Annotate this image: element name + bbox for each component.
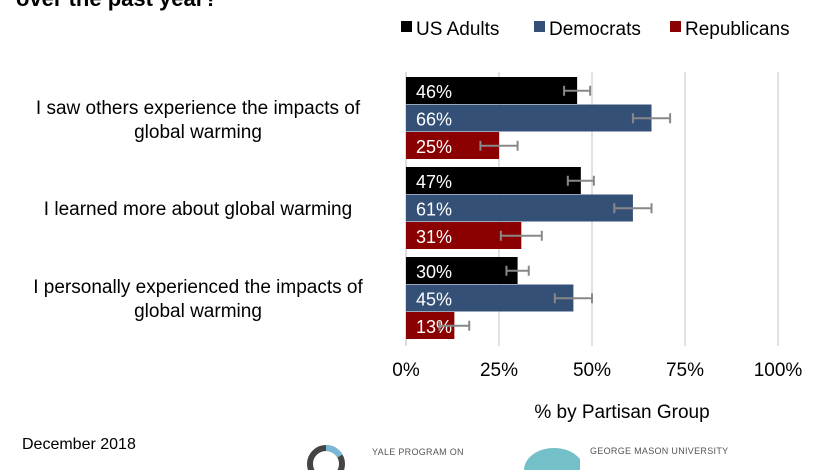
x-axis-title: % by Partisan Group [534, 402, 709, 423]
yale-logo-text: YALE PROGRAM ON [372, 447, 464, 457]
bar-democrats [406, 104, 652, 132]
data-label: 46% [416, 82, 452, 102]
data-label: 61% [416, 199, 452, 219]
yale-logo [307, 444, 345, 470]
legend-label: US Adults [416, 19, 499, 40]
data-label: 25% [416, 137, 452, 157]
data-label: 31% [416, 227, 452, 247]
gmu-logo-text: GEORGE MASON UNIVERSITY [590, 446, 729, 456]
footer-date: December 2018 [22, 436, 136, 453]
legend-swatch [401, 21, 412, 32]
data-label: 30% [416, 262, 452, 282]
x-tick-label: 50% [573, 360, 611, 381]
category-label: I personally experienced the impacts of … [33, 277, 363, 322]
legend-label: Republicans [685, 19, 790, 40]
x-tick-label: 0% [392, 360, 420, 381]
x-tick-label: 25% [480, 360, 518, 381]
chart-title: over the past year? [16, 0, 218, 12]
gmu-logo [524, 448, 580, 470]
legend-swatch [670, 21, 681, 32]
data-label: 66% [416, 109, 452, 129]
bar-us-adults [406, 167, 581, 194]
bar-democrats [406, 284, 574, 312]
category-label: I learned more about global warming [43, 199, 353, 220]
bar-us-adults [406, 77, 578, 104]
category-label: I saw others experience the impacts of g… [35, 98, 361, 143]
legend-swatch [534, 21, 545, 32]
bar-us-adults [406, 257, 518, 284]
x-tick-label: 75% [666, 360, 704, 381]
legend-label: Democrats [549, 19, 641, 40]
data-label: 45% [416, 289, 452, 309]
data-label: 13% [416, 317, 452, 337]
bar-democrats [406, 194, 633, 222]
data-label: 47% [416, 172, 452, 192]
x-tick-label: 100% [754, 360, 803, 381]
